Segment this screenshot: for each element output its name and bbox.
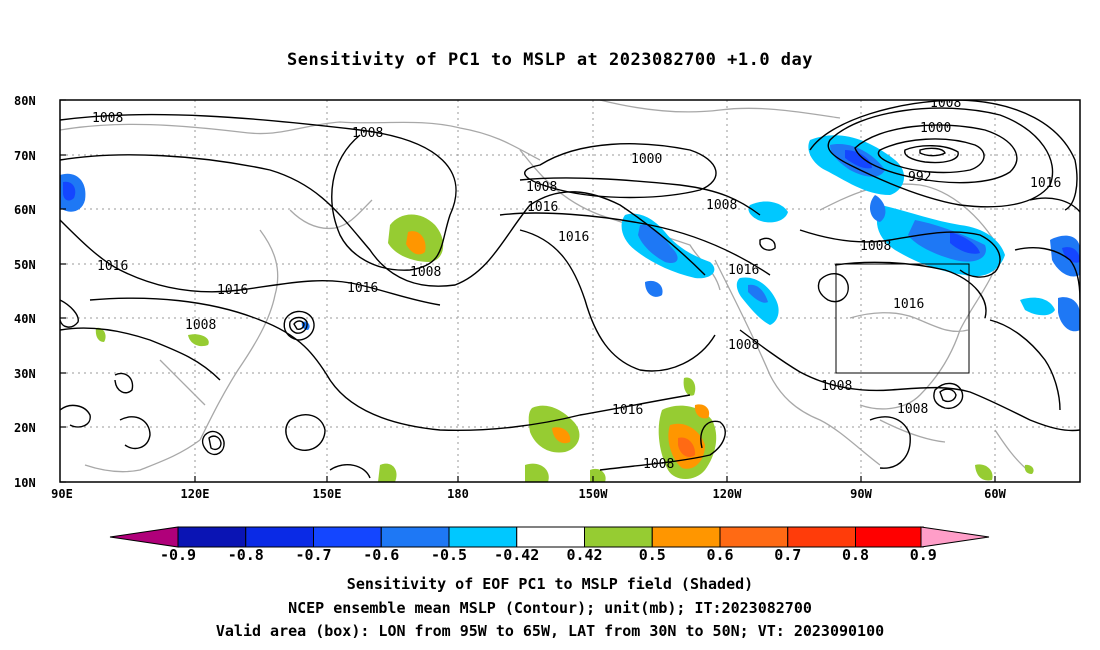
svg-text:1016: 1016 — [347, 281, 378, 296]
svg-text:1008: 1008 — [860, 239, 891, 254]
lat-label-20n: 20N — [14, 421, 36, 435]
lat-label-60n: 60N — [14, 203, 36, 217]
svg-text:1016: 1016 — [217, 283, 248, 298]
contour-labels: 1008 1008 1008 1000 1000 992 1016 1008 1… — [92, 96, 1061, 472]
svg-text:992: 992 — [908, 170, 931, 185]
colorbar-label: -0.8 — [228, 546, 264, 564]
svg-text:1000: 1000 — [920, 121, 951, 136]
colorbar-cell — [516, 526, 585, 548]
svg-text:1016: 1016 — [893, 297, 924, 312]
caption-line-2: NCEP ensemble mean MSLP (Contour); unit(… — [288, 599, 812, 617]
colorbar-cell — [651, 526, 721, 548]
svg-text:1008: 1008 — [526, 180, 557, 195]
colorbar: -0.9 -0.8 -0.7 -0.6 -0.5 -0.42 0.42 0.5 0.6 0.7 0.… — [109, 526, 990, 564]
lon-label-120w: 120W — [713, 487, 743, 501]
svg-text:1008: 1008 — [352, 126, 383, 141]
colorbar-cell — [719, 526, 789, 548]
lon-label-120e: 120E — [181, 487, 210, 501]
colorbar-label: 0.5 — [639, 546, 666, 564]
longitude-labels: 90E 120E 150E 180 150W 120W 90W 60W — [51, 487, 1006, 501]
lon-label-180: 180 — [447, 487, 469, 501]
svg-text:1016: 1016 — [97, 259, 128, 274]
svg-text:1008: 1008 — [821, 379, 852, 394]
lat-label-70n: 70N — [14, 149, 36, 163]
svg-text:1008: 1008 — [185, 318, 216, 333]
colorbar-cell — [448, 526, 518, 548]
lat-label-10n: 10N — [14, 476, 36, 490]
svg-text:1008: 1008 — [728, 338, 759, 353]
svg-text:1008: 1008 — [706, 198, 737, 213]
sensitivity-map: 1008 1008 1008 1000 1000 992 1016 1008 1… — [14, 94, 1081, 564]
svg-text:1016: 1016 — [1030, 176, 1061, 191]
svg-text:1016: 1016 — [558, 230, 589, 245]
colorbar-right-arrow — [920, 526, 990, 548]
colorbar-label: -0.6 — [363, 546, 399, 564]
lat-label-50n: 50N — [14, 258, 36, 272]
colorbar-label: 0.8 — [842, 546, 869, 564]
svg-text:1008: 1008 — [897, 402, 928, 417]
plot-frame — [59, 99, 1081, 483]
colorbar-label: -0.42 — [494, 546, 539, 564]
caption-line-3: Valid area (box): LON from 95W to 65W, L… — [215, 622, 885, 640]
colorbar-cell — [855, 526, 924, 548]
map-title: Sensitivity of PC1 to MSLP at 2023082700… — [286, 50, 813, 70]
colorbar-cell — [313, 526, 382, 548]
colorbar-label: -0.7 — [295, 546, 331, 564]
colorbar-label: 0.9 — [910, 546, 937, 564]
caption-line-1: Sensitivity of EOF PC1 to MSLP field (Sh… — [346, 575, 754, 593]
svg-text:1008: 1008 — [92, 111, 123, 126]
colorbar-cell — [380, 526, 450, 548]
colorbar-label: 0.7 — [774, 546, 801, 564]
lon-label-90e: 90E — [51, 487, 73, 501]
svg-text:1016: 1016 — [527, 200, 558, 215]
colorbar-cell — [245, 526, 314, 548]
svg-text:1008: 1008 — [643, 457, 674, 472]
colorbar-cell — [787, 526, 856, 548]
lat-label-30n: 30N — [14, 367, 36, 381]
svg-text:1016: 1016 — [728, 263, 759, 278]
colorbar-label: 0.6 — [706, 546, 733, 564]
svg-text:1008: 1008 — [410, 265, 441, 280]
lon-label-150w: 150W — [579, 487, 609, 501]
lat-label-80n: 80N — [14, 94, 36, 108]
colorbar-cell — [177, 526, 247, 548]
valid-area-box — [835, 263, 970, 374]
colorbar-label: -0.5 — [431, 546, 467, 564]
svg-text:1008: 1008 — [930, 96, 961, 111]
lat-label-40n: 40N — [14, 312, 36, 326]
colorbar-cell — [584, 526, 653, 548]
colorbar-label: -0.9 — [160, 546, 196, 564]
lon-label-150e: 150E — [313, 487, 342, 501]
lon-label-60w: 60W — [984, 487, 1006, 501]
isobar-contours — [60, 100, 1080, 479]
svg-text:1016: 1016 — [612, 403, 643, 418]
colorbar-left-arrow — [109, 526, 179, 548]
colorbar-label: 0.42 — [566, 546, 602, 564]
latitude-labels: 80N 70N 60N 50N 40N 30N 20N 10N — [14, 94, 36, 490]
svg-text:1000: 1000 — [631, 152, 662, 167]
lon-label-90w: 90W — [850, 487, 872, 501]
tick-marks — [60, 99, 996, 483]
